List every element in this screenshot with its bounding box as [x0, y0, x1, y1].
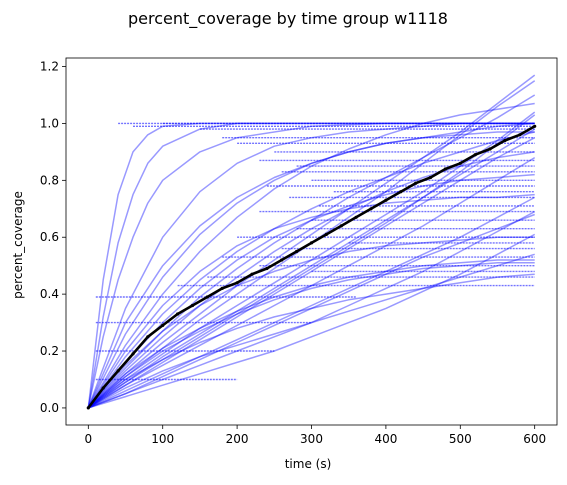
mean-series-point: [295, 249, 299, 254]
mean-series-point: [176, 312, 180, 316]
x-axis: 0 100 200 300 400 500 600: [84, 425, 546, 446]
mean-series-point: [131, 352, 135, 356]
x-tick-label: 500: [449, 432, 472, 446]
individual-series-line-25: [87, 131, 535, 409]
mean-series-point: [458, 161, 462, 165]
mean-series-point: [116, 369, 120, 373]
mean-series-point: [428, 175, 433, 180]
individual-series-line-23: [87, 262, 535, 409]
mean-series-point: [190, 303, 195, 308]
individual-series-line-21: [87, 273, 535, 409]
individual-series-line-1: [87, 122, 535, 408]
x-tick-label: 300: [300, 432, 323, 446]
individual-series-line-26: [87, 122, 535, 409]
mean-series-point: [414, 181, 418, 185]
individual-series-line-2: [87, 122, 535, 409]
x-tick-label: 100: [151, 432, 174, 446]
x-axis-label: time (s): [285, 457, 332, 471]
individual-series-line-27: [88, 213, 535, 409]
mean-series-point: [354, 215, 358, 219]
mean-series-point: [473, 153, 477, 157]
y-tick-label: 0.8: [40, 173, 59, 187]
individual-series-line-17: [87, 173, 535, 409]
mean-series-point: [205, 295, 209, 299]
individual-series-line-28: [87, 137, 536, 409]
mean-series-point: [443, 167, 447, 171]
mean-series-point: [518, 133, 522, 137]
individual-series-line-3: [87, 122, 535, 409]
y-tick-label: 0.0: [40, 401, 59, 415]
mean-series-point: [161, 323, 165, 327]
individual-series-line-4: [87, 122, 535, 409]
individual-series-line-12: [87, 156, 536, 409]
mean-series-point: [533, 124, 537, 128]
individual-series-line-7: [87, 94, 536, 409]
x-tick-label: 600: [523, 432, 546, 446]
individual-series-line-10: [87, 114, 536, 409]
mean-series-layer: [86, 124, 537, 410]
mean-series-point: [309, 241, 314, 245]
individual-series-line-16: [87, 151, 535, 409]
mean-series-point: [399, 190, 403, 194]
x-tick-label: 200: [226, 432, 249, 446]
individual-series-line-18: [87, 193, 535, 409]
individual-series-layer: [87, 74, 536, 409]
x-tick-label: 0: [84, 432, 92, 446]
mean-series-point: [265, 266, 269, 271]
mean-series-point: [369, 207, 373, 211]
individual-series-line-15: [88, 233, 536, 409]
y-tick-label: 1.0: [40, 116, 59, 130]
individual-series-line-5: [87, 131, 535, 409]
y-tick-label: 0.4: [40, 287, 59, 301]
mean-series-point: [250, 272, 254, 276]
individual-series-line-13: [87, 196, 536, 409]
individual-series-line-11: [87, 111, 536, 409]
mean-series-point: [86, 406, 90, 410]
individual-series-line-20: [87, 259, 535, 409]
mean-series-point: [488, 147, 492, 151]
y-axis: 0.0 0.2 0.4 0.6 0.8 1.0 1.2: [40, 60, 66, 415]
mean-series-point: [280, 258, 284, 262]
mean-series-point: [339, 224, 343, 228]
chart-title: percent_coverage by time group w1118: [128, 9, 448, 29]
y-tick-label: 0.2: [40, 344, 59, 358]
mean-series-point: [146, 335, 150, 339]
individual-series-line-14: [88, 210, 536, 409]
mean-series-point: [503, 138, 507, 143]
y-tick-label: 0.6: [40, 230, 59, 244]
y-axis-label: percent_coverage: [11, 191, 25, 299]
individual-series-line-24: [87, 128, 536, 409]
mean-series-point: [101, 386, 105, 390]
mean-series-point: [235, 281, 239, 285]
individual-series-line-6: [87, 102, 535, 409]
individual-series-line-22: [87, 253, 535, 409]
mean-series-point: [220, 286, 224, 290]
mean-series-point: [324, 232, 328, 236]
y-tick-label: 1.2: [40, 60, 59, 74]
plot-area: [65, 57, 558, 426]
x-tick-label: 400: [374, 432, 397, 446]
individual-series-line-19: [87, 236, 535, 409]
mean-series-point: [384, 198, 388, 202]
individual-series-line-8: [87, 74, 536, 409]
